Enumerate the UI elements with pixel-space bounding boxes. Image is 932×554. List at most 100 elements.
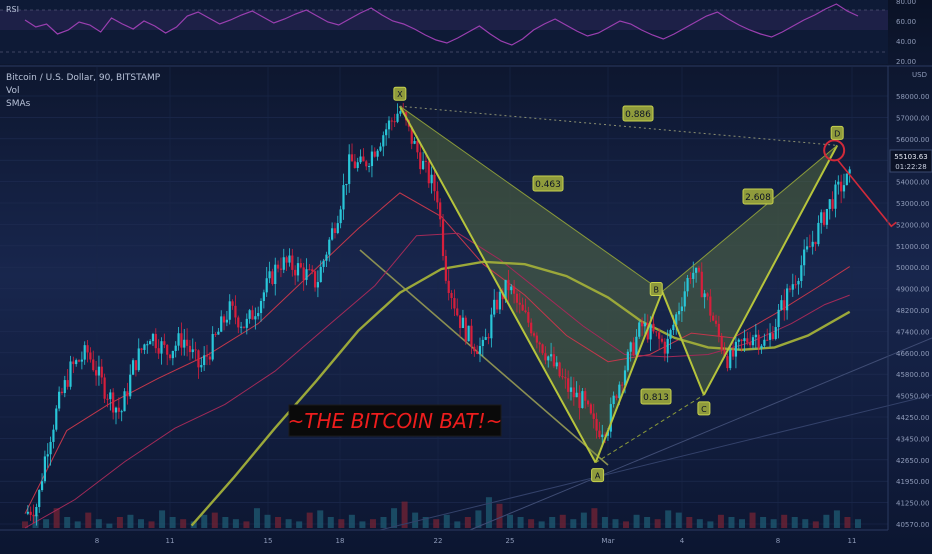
candle-body [586, 400, 590, 405]
candle-body [60, 391, 64, 394]
volume-bar [211, 512, 218, 528]
candle-body [544, 353, 547, 361]
candle-body [504, 279, 507, 300]
candle-body [569, 387, 573, 392]
candle-body [376, 150, 379, 157]
volume-bar [717, 514, 724, 528]
volume-bar [464, 517, 471, 528]
candle-body [825, 208, 829, 225]
volume-bar [106, 523, 113, 528]
volume-bar [549, 517, 556, 528]
candle-body [518, 302, 521, 305]
price-tick-label: 43450.00 [896, 435, 929, 443]
candle-body [521, 304, 524, 311]
candle-body [834, 184, 837, 209]
symbol-legend[interactable]: Bitcoin / U.S. Dollar, 90, BITSTAMP [6, 73, 161, 83]
time-axis[interactable]: 8 11 15 18 22 25 Mar 4 8 11 [0, 529, 888, 545]
candle-body [205, 355, 209, 357]
volume-bar [496, 503, 503, 528]
time-tick-label: 11 [848, 537, 857, 545]
candle-body [595, 418, 598, 431]
candle-body [46, 454, 49, 457]
volume-bar [781, 514, 788, 528]
ratio-badge [622, 105, 654, 122]
sma-lines [24, 192, 851, 529]
reversal-zone-circle [823, 139, 846, 162]
candle-body [282, 257, 285, 270]
candle-body [367, 166, 371, 168]
candle-body [359, 156, 362, 163]
candle-body [100, 366, 103, 378]
candle-body [549, 354, 553, 357]
candle-body [77, 360, 81, 362]
volume-bar [802, 519, 809, 528]
candle-body [538, 342, 541, 345]
sma-legend[interactable]: SMAs [6, 99, 31, 109]
candle-body [848, 169, 851, 174]
price-tick-label: 47400.00 [896, 328, 929, 336]
volume-bar [433, 519, 440, 528]
pattern-point-badge [649, 282, 663, 297]
candle-body [626, 351, 629, 371]
rsi-scale-label: 40.00 [896, 38, 916, 46]
candle-body [458, 315, 462, 328]
time-tick-label: 15 [264, 537, 273, 545]
volume-bar [222, 517, 229, 528]
candle-body [325, 254, 328, 261]
ratio-badge [532, 175, 564, 192]
candle-body [564, 377, 567, 379]
candle-body [80, 359, 83, 362]
candle-body [700, 271, 703, 298]
volume-bar [654, 519, 661, 528]
volume-bar [253, 508, 260, 528]
volume-bar [623, 521, 630, 528]
trend-lines [359, 249, 932, 531]
volume-bar [32, 514, 39, 528]
volume-bar [760, 517, 767, 528]
pattern-point-label: B [653, 286, 659, 295]
candle-body [456, 308, 459, 316]
volume-bar [833, 510, 840, 528]
candle-body [333, 228, 337, 233]
candle-body [58, 391, 61, 409]
candle-body [672, 324, 675, 331]
volume-legend[interactable]: Vol [6, 86, 20, 96]
candle-body [336, 223, 339, 233]
candle-body [498, 291, 501, 310]
candle-body [191, 349, 194, 353]
volume-bar [696, 519, 703, 528]
candle-body [746, 338, 749, 343]
candle-body [149, 341, 152, 345]
volume-bar [180, 519, 187, 528]
volume-bar [538, 521, 545, 528]
projection-arrow-line [836, 158, 892, 227]
candle-body [200, 364, 203, 368]
volume-bar [749, 512, 756, 528]
candle-body [786, 288, 789, 311]
volume-bar [306, 512, 313, 528]
candle-body [683, 291, 686, 307]
volume-bar [823, 514, 830, 528]
candle-body [214, 333, 217, 335]
candle-body [35, 506, 38, 517]
volume-bar [159, 510, 166, 528]
pattern-leg-bc [661, 291, 705, 396]
candle-body [530, 322, 533, 334]
candle-body [183, 339, 186, 348]
volume-bar [633, 514, 640, 528]
volume-bar [359, 521, 366, 528]
pattern-leg-xb [399, 105, 663, 292]
candle-body [302, 267, 305, 280]
price-tick-label: 48200.00 [896, 307, 929, 315]
candle-body [717, 323, 720, 336]
price-axis[interactable]: USD 58000.0057000.0056000.0055000.005400… [887, 66, 932, 530]
candle-body [29, 511, 32, 515]
volume-bar [53, 508, 60, 528]
candle-body [831, 199, 834, 209]
annotation-box: ~THE BITCOIN BAT!~ [288, 404, 502, 437]
candle-body [276, 264, 280, 269]
candle-body [695, 267, 698, 273]
volume-bar [739, 519, 746, 528]
